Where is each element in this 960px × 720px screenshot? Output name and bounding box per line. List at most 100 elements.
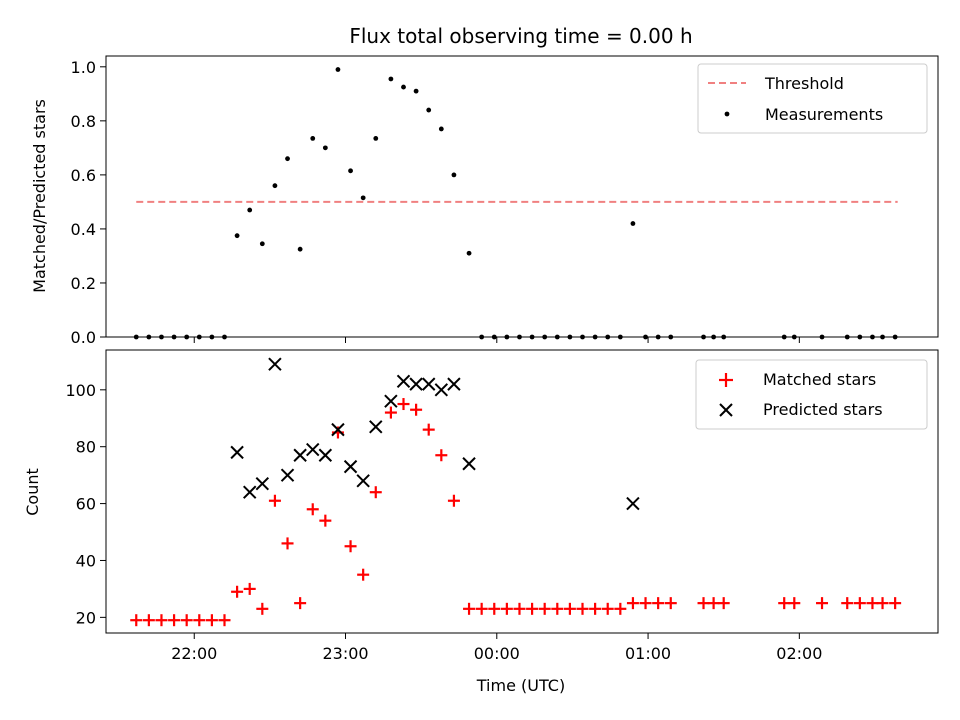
matched-star-point bbox=[463, 602, 476, 615]
measurement-point bbox=[426, 107, 432, 113]
x-tick-label: 02:00 bbox=[776, 644, 822, 663]
top-y-tick-label: 0.8 bbox=[71, 112, 96, 131]
chart-title: Flux total observing time = 0.00 h bbox=[349, 24, 692, 48]
matched-star-point bbox=[513, 602, 526, 615]
bottom-y-tick-label: 40 bbox=[76, 551, 96, 570]
x-axis-label: Time (UTC) bbox=[476, 676, 565, 695]
measurement-point bbox=[259, 241, 265, 247]
measurement-point bbox=[247, 207, 253, 213]
predicted-star-point bbox=[293, 448, 307, 462]
predicted-star-point bbox=[434, 383, 449, 397]
matched-star-point bbox=[397, 398, 410, 411]
bottom-y-tick-label: 100 bbox=[65, 381, 96, 400]
bottom-panel: 20 40 60 80 100 22:00 23:00 00:00 01:00 02:00 Cou… bbox=[23, 349, 939, 695]
matched-star-point bbox=[639, 597, 652, 610]
matched-star-point bbox=[422, 423, 435, 436]
measurement-point bbox=[360, 195, 366, 201]
matched-star-point bbox=[563, 602, 576, 615]
matched-star-point bbox=[697, 597, 710, 610]
measurement-point bbox=[310, 136, 316, 141]
matched-star-point bbox=[231, 585, 244, 598]
top-y-tick-label: 0.6 bbox=[71, 166, 96, 185]
measurement-point bbox=[466, 250, 472, 256]
predicted-star-point bbox=[343, 459, 358, 474]
matched-star-point bbox=[500, 602, 513, 615]
measurement-point bbox=[322, 145, 328, 151]
matched-star-point bbox=[538, 602, 551, 615]
x-tick-label: 22:00 bbox=[171, 644, 217, 663]
matched-star-point bbox=[841, 597, 854, 610]
bottom-y-tick-label: 60 bbox=[76, 495, 96, 514]
bottom-legend-box bbox=[695, 359, 928, 430]
measurement-point bbox=[234, 233, 240, 239]
matched-star-point bbox=[447, 494, 460, 507]
matched-star-point bbox=[526, 602, 539, 615]
legend-measurements-swatch bbox=[724, 111, 730, 117]
top-y-tick-label: 1.0 bbox=[71, 58, 96, 77]
matched-star-point bbox=[876, 597, 889, 610]
matched-star-point bbox=[866, 597, 879, 610]
bottom-y-axis-label: Count bbox=[23, 468, 42, 516]
matched-star-point bbox=[601, 602, 614, 615]
matched-star-point bbox=[816, 597, 829, 610]
legend-matched-label: Matched stars bbox=[763, 370, 876, 389]
matched-star-point bbox=[853, 597, 866, 610]
matched-star-point bbox=[889, 597, 902, 610]
matched-star-point bbox=[193, 614, 206, 627]
predicted-star-point bbox=[255, 476, 270, 491]
matched-star-point bbox=[268, 494, 281, 507]
matched-star-point bbox=[551, 602, 564, 615]
predicted-star-point bbox=[243, 485, 257, 499]
bottom-series bbox=[130, 357, 902, 627]
matched-star-point bbox=[319, 514, 332, 527]
predicted-star-point bbox=[462, 457, 476, 471]
matched-star-point bbox=[788, 597, 801, 610]
matched-star-point bbox=[130, 614, 143, 627]
matched-star-point bbox=[357, 568, 370, 581]
predicted-star-point bbox=[409, 377, 423, 391]
measurement-point bbox=[272, 183, 278, 189]
predicted-star-point bbox=[396, 374, 411, 388]
matched-star-point bbox=[778, 597, 791, 610]
top-plot-frame bbox=[105, 55, 939, 338]
matched-star-point bbox=[168, 614, 181, 627]
matched-star-point bbox=[384, 406, 397, 419]
top-panel: 0.0 0.2 0.4 0.6 0.8 1.0 Matched/Predicted sta… bbox=[30, 55, 939, 347]
matched-star-point bbox=[652, 597, 665, 610]
top-y-tick-label: 0.4 bbox=[71, 220, 96, 239]
predicted-star-point bbox=[384, 394, 398, 408]
matched-star-point bbox=[614, 602, 627, 615]
predicted-star-point bbox=[280, 468, 295, 482]
matched-star-point bbox=[281, 537, 294, 550]
matched-star-point bbox=[717, 597, 730, 610]
matched-star-point bbox=[256, 602, 269, 615]
bottom-y-tick-label: 80 bbox=[76, 438, 96, 457]
x-tick-label: 00:00 bbox=[474, 644, 520, 663]
measurement-point bbox=[413, 88, 419, 94]
predicted-star-point bbox=[331, 422, 345, 437]
matched-star-point bbox=[589, 602, 602, 615]
matched-star-point bbox=[664, 597, 677, 610]
measurement-point bbox=[373, 136, 379, 141]
legend-matched-swatch bbox=[719, 373, 733, 387]
matched-star-point bbox=[435, 449, 448, 462]
top-ticks: 0.0 0.2 0.4 0.6 0.8 1.0 bbox=[71, 58, 800, 347]
x-tick-label: 01:00 bbox=[625, 644, 671, 663]
predicted-star-point bbox=[230, 445, 244, 460]
predicted-star-point bbox=[422, 377, 436, 391]
matched-star-point bbox=[155, 614, 168, 627]
matched-star-point bbox=[410, 403, 423, 416]
matched-star-point bbox=[142, 614, 155, 627]
measurement-point bbox=[438, 126, 444, 132]
measurement-point bbox=[451, 172, 457, 178]
matched-star-point bbox=[306, 503, 319, 516]
measurement-point bbox=[401, 84, 406, 90]
bottom-y-tick-label: 20 bbox=[76, 608, 96, 627]
measurement-point bbox=[335, 67, 341, 72]
matched-star-point bbox=[205, 614, 218, 627]
matched-star-point bbox=[475, 602, 488, 615]
matched-star-point bbox=[369, 486, 382, 499]
predicted-star-point bbox=[306, 442, 320, 457]
predicted-star-point bbox=[268, 357, 282, 371]
predicted-star-point bbox=[369, 420, 383, 434]
